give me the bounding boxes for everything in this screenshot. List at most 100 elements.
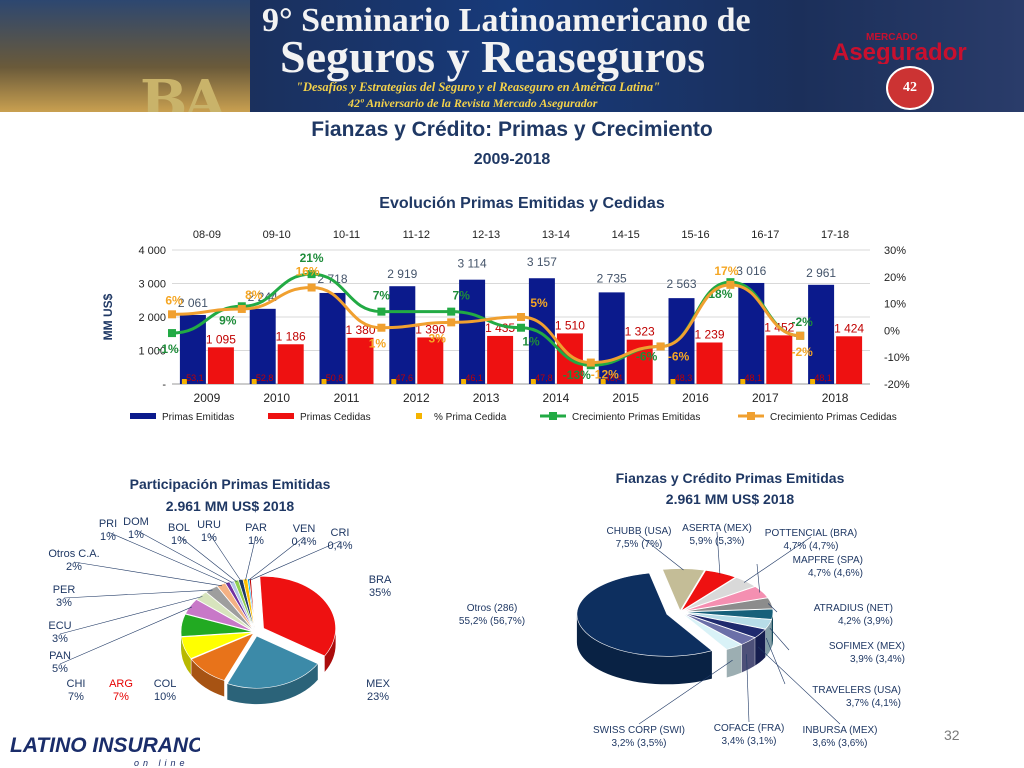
y-tick-label: 3 000 [138, 279, 166, 291]
pie2-side [771, 612, 773, 648]
pie1-label: BOL 1% [167, 522, 190, 547]
y2-tick-label: 20% [884, 272, 906, 284]
legend-label: Crecimiento Primas Emitidas [572, 412, 700, 423]
pie1-label: PRI 1% [98, 518, 118, 543]
y2-tick-label: 30% [884, 245, 906, 257]
pie1-slice [226, 635, 319, 689]
pie2-slice [681, 612, 743, 650]
label-emitidas: 2 061 [178, 296, 208, 310]
label-pct-cedida: 48,1 [745, 373, 763, 383]
top-category-label: 11-12 [403, 229, 430, 241]
bar-cedidas [836, 336, 863, 384]
pie1-side [191, 659, 225, 697]
mercado-asegurador-logo: MERCADO Asegurador [832, 32, 967, 64]
label-pct-cedida: 47,8 [535, 373, 553, 383]
pie1-label: ECU 3% [48, 620, 72, 645]
label-crec-emitidas: 7% [373, 289, 391, 303]
pie1-label: Otros C.A. 2% [48, 548, 100, 573]
top-category-label: 13-14 [542, 229, 570, 241]
label-cedidas: 1 323 [625, 325, 655, 339]
pie2-slice [681, 569, 737, 611]
label-emitidas: 2 961 [806, 266, 836, 280]
legend-label: Primas Emitidas [162, 412, 234, 423]
pie1-side [324, 628, 336, 672]
label-crec-cedidas: -6% [668, 349, 690, 363]
x-tick-label: 2015 [612, 391, 639, 405]
pie2-slice [682, 597, 774, 613]
pie2-label: COFACE (FRA) 3,4% (3,1%) [713, 723, 785, 747]
marker-pct-cedida [810, 379, 816, 384]
label-emitidas: 3 114 [458, 257, 487, 271]
label-crec-emitidas: 9% [219, 313, 237, 327]
bar-emitidas [738, 282, 765, 384]
legend-swatch [268, 413, 294, 419]
label-crec-emitidas: 1% [522, 335, 540, 349]
x-tick-label: 2018 [822, 391, 849, 405]
label-crec-cedidas: 1% [369, 337, 387, 351]
y2-tick-label: 10% [884, 299, 906, 311]
top-category-label: 12-13 [472, 229, 500, 241]
pie2-label: CHUBB (USA) 7,5% (7%) [606, 526, 672, 550]
x-tick-label: 2010 [263, 391, 290, 405]
pie2-side [755, 629, 766, 666]
label-emitidas: 3 016 [736, 264, 766, 278]
label-pct-cedida: 46,1 [465, 373, 483, 383]
label-cedidas: 1 510 [555, 318, 585, 332]
label-crec-emitidas: 21% [300, 251, 324, 265]
top-category-label: 08-09 [193, 229, 221, 241]
pie2-leader [756, 563, 761, 593]
x-tick-label: 2014 [543, 391, 570, 405]
label-crec-cedidas: -12% [591, 368, 619, 382]
legend-swatch [416, 413, 422, 419]
pie2-leader [769, 627, 790, 651]
top-category-label: 10-11 [333, 229, 360, 241]
bar-cedidas [207, 347, 234, 384]
pie1-label: PER 3% [52, 584, 76, 609]
bar-cedidas [417, 337, 444, 384]
pie1-title: Participación Primas Emitidas [129, 476, 331, 492]
marker-crec-cedidas [726, 280, 735, 289]
city-photo [0, 0, 250, 112]
pie2-leader [757, 646, 841, 725]
y-tick-label: - [162, 379, 166, 391]
label-crec-emitidas: -6% [636, 349, 658, 363]
marker-crec-cedidas [586, 358, 595, 367]
x-tick-label: 2012 [403, 391, 430, 405]
marker-crec-cedidas [377, 323, 386, 332]
pie1-leader [250, 540, 341, 581]
marker-pct-cedida [530, 379, 536, 384]
svg-text:MERCADO: MERCADO [866, 32, 918, 43]
pie1-leader [59, 606, 193, 665]
label-crec-cedidas: 16% [296, 265, 320, 279]
legend-label: Crecimiento Primas Cedidas [770, 412, 897, 423]
page-number: 32 [944, 727, 960, 743]
bar-emitidas [598, 292, 625, 384]
label-emitidas: 2 563 [666, 277, 696, 291]
top-category-label: 14-15 [612, 229, 640, 241]
legend-label: % Prima Cedida [434, 412, 507, 423]
footer-logo-tagline: on line [134, 758, 189, 768]
header-banner: BA 9° Seminario Latinoamericano de Segur… [0, 0, 1024, 112]
marker-crec-cedidas [168, 310, 176, 319]
pie2-slice [662, 568, 705, 612]
x-tick-label: 2017 [752, 391, 779, 405]
pie1-label: BRA 35% [368, 574, 392, 599]
marker-crec-cedidas [796, 331, 805, 340]
page-subtitle: 2009-2018 [473, 151, 551, 168]
pie2-label: Otros (286) 55,2% (56,7%) [458, 603, 526, 627]
svg-text:Asegurador: Asegurador [832, 39, 967, 64]
label-cedidas: 1 095 [206, 332, 236, 346]
pie1-label: COL 10% [153, 678, 177, 703]
pie-empresas [576, 531, 841, 725]
label-crec-cedidas: 6% [165, 293, 183, 307]
pie2-leader [765, 637, 786, 685]
marker-pct-cedida [181, 379, 187, 384]
bar-cedidas [487, 335, 514, 384]
banner-line-1: 9° Seminario Latinoamericano de [262, 2, 751, 39]
footer-logo-name: LATINO INSURANCE [10, 734, 200, 757]
y-axis-label: MM US$ [101, 293, 115, 340]
x-tick-label: 2016 [682, 391, 709, 405]
pie2-title: Fianzas y Crédito Primas Emitidas [615, 470, 845, 486]
marker-crec-cedidas [447, 318, 456, 327]
legend-swatch-marker [747, 412, 755, 420]
